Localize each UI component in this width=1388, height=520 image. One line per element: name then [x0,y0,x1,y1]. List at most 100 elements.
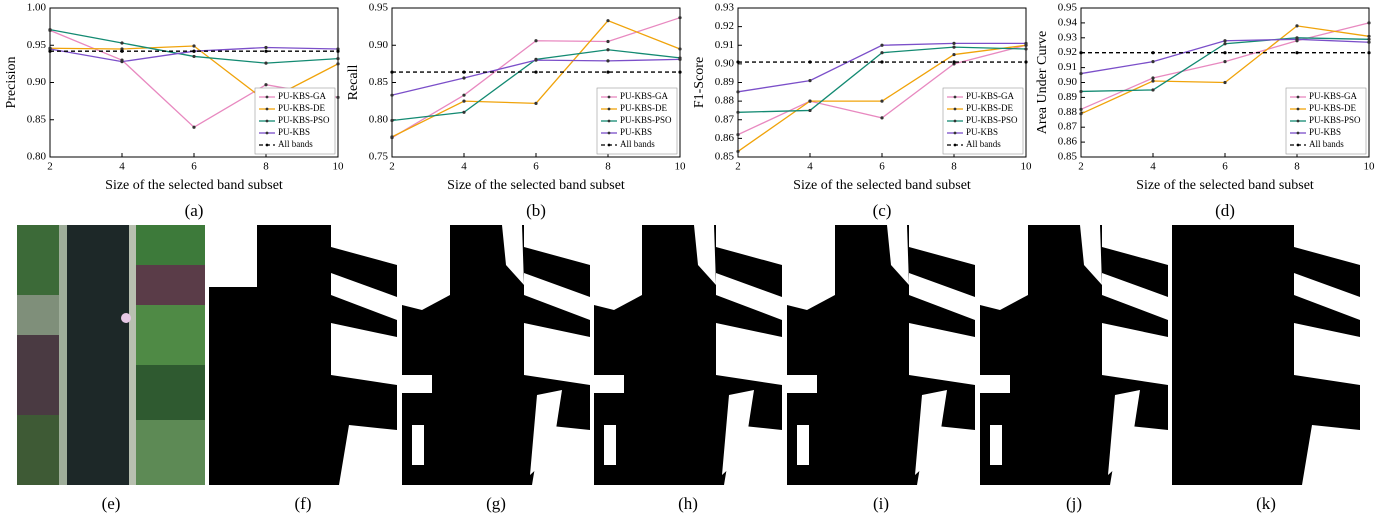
series-point [336,62,340,66]
series-point [880,60,884,64]
legend-label: PU-KBS-DE [620,103,668,113]
series-point [952,52,956,57]
series-point [120,41,124,45]
series-point [1079,107,1083,111]
series-point [1151,79,1155,83]
y-tick-label: 0.85 [27,113,47,125]
series-point [1151,76,1155,80]
legend-label: PU-KBS [620,127,652,137]
series-point [1223,80,1227,85]
x-tick-label: 6 [533,161,539,173]
series-point [390,118,394,123]
x-tick-label: 10 [1364,161,1376,173]
series-point [120,49,124,53]
series-point [1151,51,1155,55]
series-point [1223,42,1227,46]
x-tick-label: 2 [389,161,395,173]
series-point [264,49,268,53]
y-tick-label: 0.90 [369,39,389,51]
legend-marker [1296,131,1300,135]
legend-label: PU-KBS-DE [966,103,1014,113]
legend-label: PU-KBS [966,127,998,137]
series-point [880,43,884,47]
series-point [1024,41,1028,45]
series-point [336,95,340,99]
series-point [1367,40,1371,44]
x-tick-label: 8 [263,161,269,173]
series-point [1295,51,1299,55]
series-point [1151,88,1155,92]
x-tick-label: 2 [735,161,741,173]
legend-marker [953,143,957,147]
y-tick-label: 0.94 [1058,16,1078,28]
series-point [952,41,956,45]
y-tick-label: 0.91 [1058,61,1077,73]
series-point [736,60,740,64]
legend-marker [953,131,957,135]
y-tick-label: 0.90 [715,57,735,69]
y-tick-label: 0.92 [715,20,734,32]
series-point [880,116,884,120]
series-point [952,60,956,64]
series-point [606,48,610,52]
y-tick-label: 0.92 [1058,46,1077,58]
legend-label: All bands [620,139,655,149]
legend-label: PU-KBS-DE [1309,103,1357,113]
series-point [390,70,394,74]
series-point [192,125,196,129]
series-point [462,110,466,114]
series-point [606,70,610,74]
image-i [787,225,975,485]
legend-label: PU-KBS-PSO [966,115,1018,125]
series-point [1151,60,1155,64]
image-g [402,225,590,485]
legend-label: PU-KBS [278,127,310,137]
x-tick-label: 4 [461,161,467,173]
image-j [980,225,1168,485]
caption: (k) [1256,494,1276,513]
series-point [1079,89,1083,94]
caption: (g) [486,494,506,513]
caption: (a) [185,201,204,220]
y-tick-label: 0.93 [1058,31,1078,43]
y-tick-label: 0.91 [715,39,734,51]
y-tick-label: 0.80 [369,113,389,125]
y-tick-label: 0.93 [715,2,735,14]
legend-marker [1296,143,1300,147]
legend-marker [953,95,957,99]
series-point [606,19,610,23]
series-point [1024,47,1028,51]
legend-label: PU-KBS [1309,127,1341,137]
y-tick-label: 0.85 [369,76,389,88]
legend-label: PU-KBS-GA [966,91,1015,101]
caption: (j) [1066,494,1082,513]
x-tick-label: 4 [807,161,813,173]
legend-label: PU-KBS-PSO [1309,115,1361,125]
series-point [678,47,682,51]
y-tick-label: 0.95 [1058,2,1078,14]
series-point [534,101,538,105]
series-point [880,99,884,103]
series-point [192,54,196,59]
series-point [1223,39,1227,43]
y-axis-label: Area Under Curve [1035,31,1050,134]
series-point [1367,37,1371,41]
series-point [736,133,740,137]
x-tick-label: 6 [191,161,197,173]
series-point [264,61,268,65]
series-point [606,39,610,44]
x-tick-label: 10 [1021,161,1033,173]
series-point [1367,34,1371,38]
series-point [48,28,52,32]
series-point [808,108,812,113]
series-point [1367,21,1371,25]
series-point [390,135,394,139]
legend-label: PU-KBS-GA [278,91,327,101]
x-tick-label: 10 [333,161,345,173]
series-point [1024,60,1028,64]
chart: 0.85 0.86 0.87 0.88 0.89 0.90 0.91 0.92 0.93 0.94… [1035,2,1375,220]
series-point [808,60,812,64]
series-point [736,90,740,94]
y-axis-label: F1-Score [692,57,707,108]
series-point [462,93,466,97]
